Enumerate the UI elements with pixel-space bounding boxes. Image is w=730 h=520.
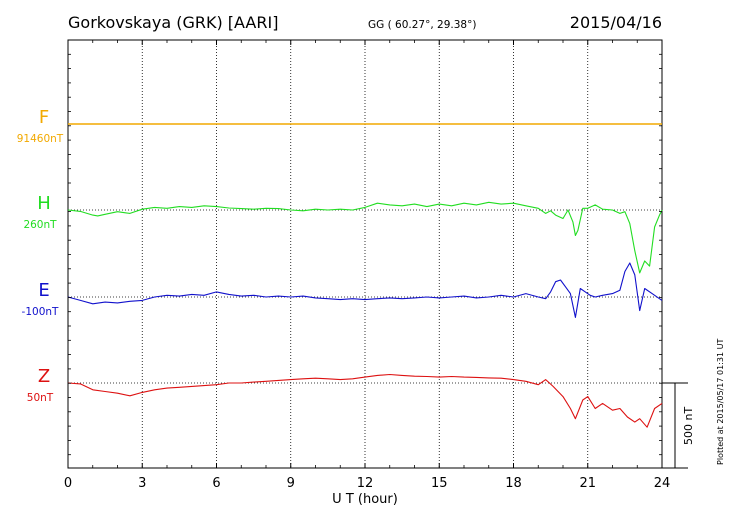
series-line-z <box>67 373 663 428</box>
plotted-timestamp: Plotted at 2015/05/17 01:31 UT <box>716 339 725 465</box>
series-line-h <box>67 201 663 274</box>
x-tick-label: 15 <box>431 476 448 491</box>
scale-bar: 500 nT <box>662 382 695 469</box>
component-baseline-e: -100nT <box>22 306 59 318</box>
x-tick-label: 18 <box>505 476 522 491</box>
x-tick-label: 12 <box>357 476 374 491</box>
x-tick-label: 6 <box>212 476 220 491</box>
chart-date: 2015/04/16 <box>570 13 662 32</box>
component-baseline-h: 260nT <box>23 219 57 231</box>
scale-bar-label: 500 nT <box>682 407 695 445</box>
component-label-h: H <box>37 193 51 214</box>
x-tick-label: 9 <box>287 476 295 491</box>
component-label-layer: F 91460nT H 260nT E -100nT Z 50nT <box>17 107 64 404</box>
series-line-e <box>67 262 663 318</box>
x-tick-layer: 0 3 6 9 12 15 18 21 24 <box>64 39 671 491</box>
component-baseline-z: 50nT <box>27 392 54 404</box>
component-baseline-f: 91460nT <box>17 133 64 145</box>
component-label-z: Z <box>38 366 50 387</box>
series-layer <box>67 123 663 428</box>
x-tick-label: 3 <box>138 476 146 491</box>
component-label-f: F <box>39 107 49 128</box>
station-coordinates: GG ( 60.27°, 29.38°) <box>368 19 476 31</box>
x-tick-label: 21 <box>579 476 596 491</box>
x-tick-label: 24 <box>654 476 671 491</box>
x-axis-title: U T (hour) <box>332 492 398 507</box>
x-tick-label: 0 <box>64 476 72 491</box>
chart-title: Gorkovskaya (GRK) [AARI] <box>68 13 278 32</box>
grid-layer <box>141 40 589 468</box>
component-label-e: E <box>38 280 49 301</box>
